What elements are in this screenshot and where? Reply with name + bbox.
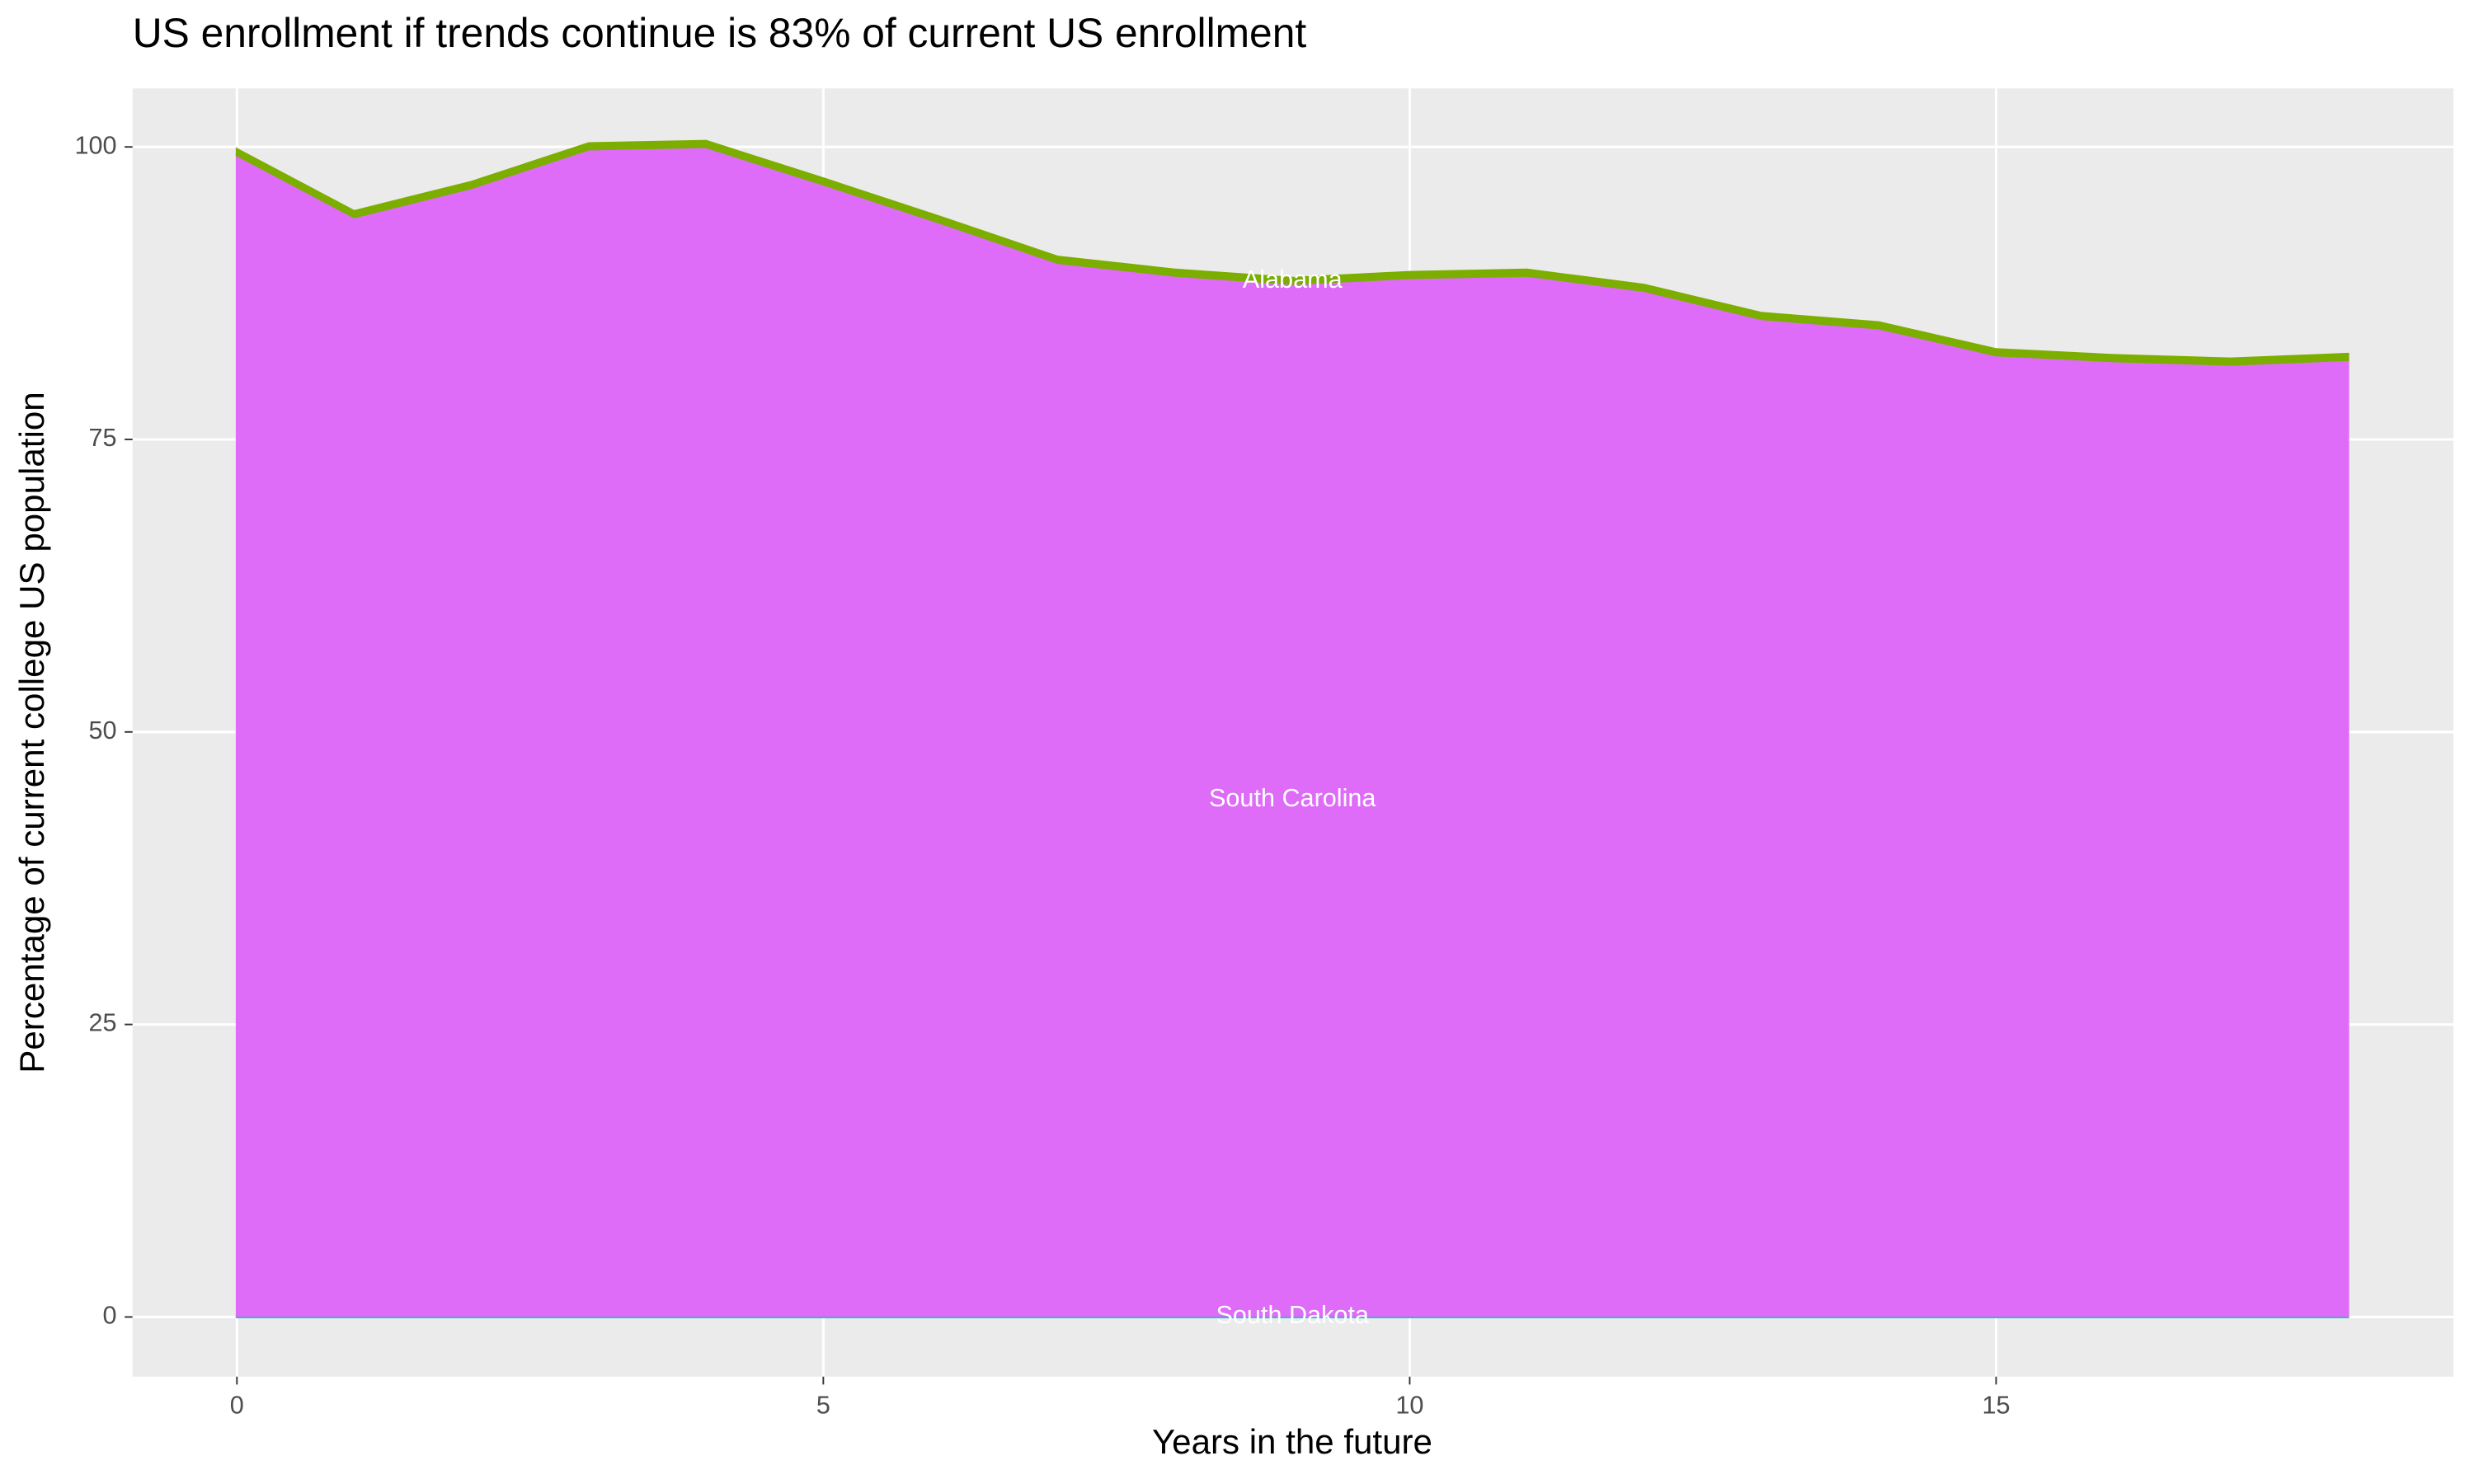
area-label: South Carolina [1209,784,1376,812]
area-label: South Dakota [1216,1301,1370,1329]
chart-title: US enrollment if trends continue is 83% … [133,10,1307,56]
x-tick-label: 0 [230,1391,244,1419]
x-tick-label: 5 [816,1391,830,1419]
y-tick-label: 100 [75,131,117,159]
x-axis-label: Years in the future [1152,1422,1432,1461]
y-tick-label: 0 [103,1301,117,1329]
area-label: Alabama [1243,265,1343,294]
y-tick-label: 25 [89,1009,117,1037]
x-tick-label: 15 [1982,1391,2010,1419]
area [235,139,2349,366]
x-tick-label: 10 [1395,1391,1423,1419]
y-tick-label: 75 [89,424,117,452]
y-axis-label: Percentage of current college US populat… [12,392,51,1073]
y-tick-label: 50 [89,716,117,744]
